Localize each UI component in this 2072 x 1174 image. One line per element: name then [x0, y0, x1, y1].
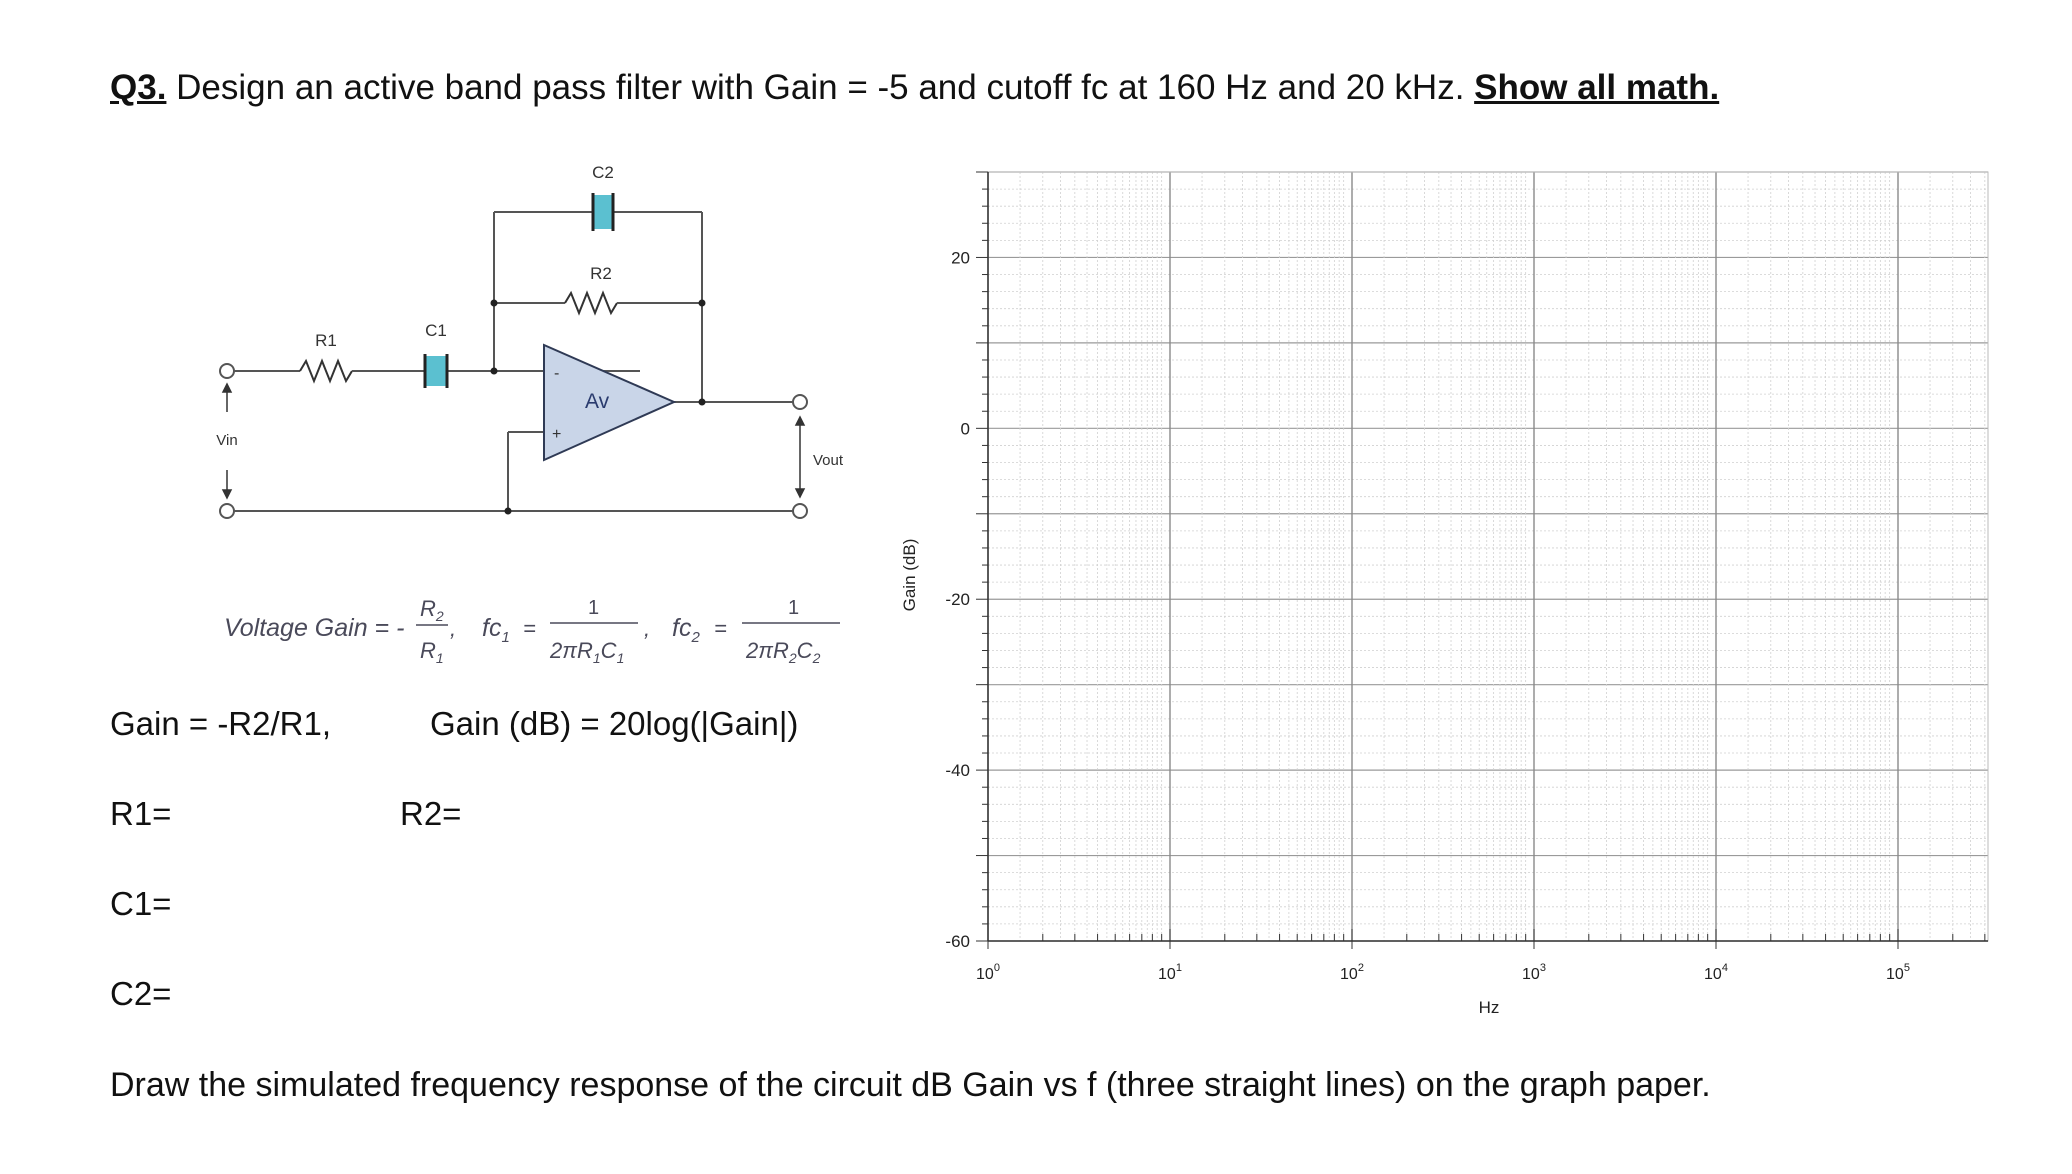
- question-number: Q3.: [110, 68, 167, 107]
- x-tick-label: 101: [1158, 962, 1182, 983]
- formula-voltage-gain: Voltage Gain = -: [224, 614, 404, 642]
- circuit-diagram: C2 R2 R1 C1 Vin Vout - + Av: [216, 163, 844, 519]
- resistor-r2: [564, 290, 618, 316]
- vin-terminal-top: [219, 363, 235, 379]
- y-tick-label: -60: [945, 932, 970, 951]
- formula-numerator-1: 1: [588, 597, 599, 619]
- x-tick-label: 102: [1340, 962, 1364, 983]
- formula-fc2: fc2: [672, 614, 700, 646]
- answer-r1: R1=: [110, 795, 172, 832]
- label-av: Av: [585, 390, 610, 413]
- equation-gain: Gain = -R2/R1,: [110, 705, 332, 742]
- vout-terminal-bottom: [792, 503, 808, 519]
- label-r1: R1: [315, 331, 337, 350]
- graph-paper: 20 0 -20 -40 -60 100 101 102 103 104 105 Gain (dB)…: [900, 171, 1989, 1017]
- label-plus: +: [552, 426, 561, 443]
- capacitor-c2: [591, 193, 615, 231]
- instructions: Draw the simulated frequency response of…: [110, 1066, 1711, 1104]
- label-vout: Vout: [813, 452, 844, 469]
- x-tick-label: 100: [976, 962, 1000, 983]
- capacitor-c1: [423, 354, 449, 388]
- answer-r2: R2=: [400, 795, 462, 832]
- x-tick-label: 104: [1704, 962, 1728, 983]
- formula-denominator-1: 2πR1C1: [549, 638, 624, 666]
- y-tick-label: 0: [961, 419, 970, 438]
- svg-text:=: =: [523, 616, 536, 641]
- answer-c2: C2=: [110, 975, 172, 1012]
- formula-denominator-2: 2πR2C2: [745, 638, 821, 666]
- vout-terminal-top: [792, 394, 808, 410]
- formula-r1: R1: [420, 638, 444, 666]
- opamp: [543, 343, 677, 462]
- question-text: Design an active band pass filter with G…: [166, 68, 1475, 107]
- svg-text:,: ,: [644, 616, 650, 641]
- svg-text:,: ,: [450, 616, 456, 641]
- svg-text:=: =: [714, 616, 727, 641]
- x-axis-label: Hz: [1479, 998, 1500, 1017]
- label-vin: Vin: [216, 432, 237, 449]
- equation-gain-db: Gain (dB) = 20log(|Gain|): [430, 705, 799, 742]
- label-minus: -: [554, 365, 559, 382]
- y-tick-label: -40: [945, 761, 970, 780]
- answer-c1: C1=: [110, 885, 172, 922]
- x-tick-label: 103: [1522, 962, 1546, 983]
- label-c2: C2: [592, 163, 614, 182]
- y-axis-label: Gain (dB): [900, 539, 919, 612]
- y-tick-label: 20: [951, 248, 970, 267]
- y-tick-label: -20: [945, 590, 970, 609]
- resistor-r1: [299, 358, 353, 384]
- gain-formula: Voltage Gain = - R2 R1 , fc1 = 1 2πR1C1 …: [224, 596, 840, 666]
- formula-numerator-2: 1: [788, 597, 799, 619]
- label-r2: R2: [590, 264, 612, 283]
- vin-terminal-bottom: [219, 503, 235, 519]
- formula-fc1: fc1: [482, 614, 510, 646]
- question-title: Q3. Design an active band pass filter wi…: [110, 68, 1719, 108]
- x-tick-label: 105: [1886, 962, 1910, 983]
- question-emphasis: Show all math.: [1474, 68, 1720, 107]
- formula-r2: R2: [420, 596, 444, 624]
- label-c1: C1: [425, 321, 447, 340]
